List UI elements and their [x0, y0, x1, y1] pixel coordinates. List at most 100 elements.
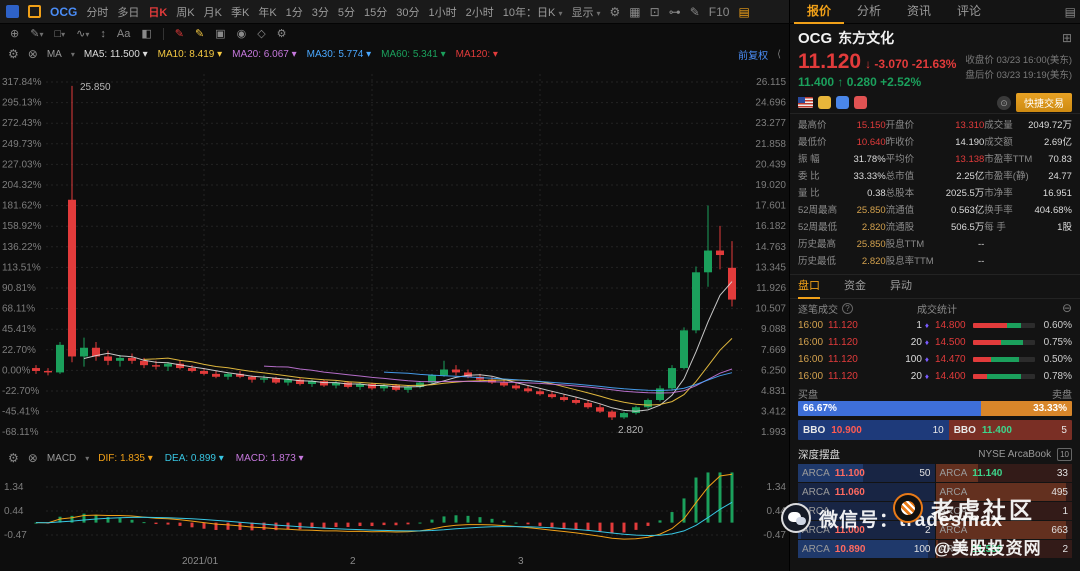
- tab-comments[interactable]: 评论: [957, 3, 982, 18]
- macd-values: DIF: 1.835 ▾ DEA: 0.899 ▾ MACD: 1.873 ▾: [98, 453, 303, 464]
- quick-trade-button[interactable]: 快捷交易: [1016, 93, 1072, 112]
- period-tab[interactable]: 季K: [230, 6, 250, 19]
- tick-trade-row: 16:00 11.120 20 ♦: [798, 337, 929, 348]
- stat-cell: 历史最低 2.820: [798, 256, 886, 267]
- gold-badge-icon: [818, 96, 831, 109]
- stat-cell: 总市值 2.25亿: [885, 171, 985, 182]
- red-pencil-icon[interactable]: ✎: [174, 27, 184, 40]
- pencil-icon[interactable]: ✎: [689, 4, 700, 19]
- period-tab[interactable]: 5分: [337, 6, 356, 19]
- session-toggle-icon[interactable]: ⊙: [997, 95, 1011, 110]
- svg-text:19.020: 19.020: [755, 180, 786, 191]
- svg-text:181.62%: 181.62%: [2, 201, 42, 212]
- period-tab[interactable]: 30分: [396, 6, 420, 19]
- indicator-group-label[interactable]: MA: [46, 48, 62, 60]
- tab-analysis[interactable]: 分析: [857, 3, 882, 18]
- list-icon[interactable]: ▤: [1064, 4, 1076, 19]
- tab-news[interactable]: 资讯: [907, 3, 932, 18]
- yellow-marker-icon[interactable]: ✎: [194, 27, 205, 40]
- eye-icon[interactable]: ◉: [236, 27, 247, 40]
- trade-stat-row: 14.470 0.50%: [935, 354, 1072, 365]
- period-tab[interactable]: 1小时: [428, 6, 457, 19]
- grid-icon[interactable]: ▦: [629, 4, 641, 19]
- magnet-icon[interactable]: ◇: [257, 27, 266, 40]
- detail-icon[interactable]: ⊞: [1061, 31, 1072, 45]
- tick-trade-row: 16:00 11.120 20 ♦: [798, 371, 929, 382]
- comment-icon[interactable]: ◧: [141, 27, 152, 40]
- link-icon[interactable]: ⊶: [668, 4, 681, 19]
- depth-level-selector[interactable]: 10: [1057, 447, 1072, 461]
- period-tab[interactable]: 月K: [203, 6, 222, 19]
- help-icon[interactable]: ?: [842, 302, 853, 314]
- trade-headers: 逐笔成交 ? 成交统计 ⊖: [790, 299, 1080, 317]
- period-tab[interactable]: 日K: [148, 6, 168, 19]
- indicator-value[interactable]: MA10: 8.419 ▾: [157, 48, 223, 60]
- ticker-label[interactable]: OCG: [50, 4, 78, 19]
- indicator-value[interactable]: MA5: 11.500 ▾: [83, 48, 148, 60]
- main-chart[interactable]: 317.84% 26.115 295.13% 24.696 272.43% 23.277 2…: [0, 64, 789, 449]
- svg-text:249.73%: 249.73%: [2, 139, 42, 150]
- period-tab[interactable]: 2小时: [465, 6, 494, 19]
- depth-row[interactable]: ARCA 11.000 2 ARCA 663: [798, 521, 1072, 539]
- depth-source-select[interactable]: NYSE ArcaBook: [978, 448, 1052, 460]
- indicator-value[interactable]: DIF: 1.835 ▾: [98, 452, 153, 464]
- indicator-close-icon[interactable]: ⊗: [27, 47, 38, 61]
- period-tab[interactable]: 多日: [117, 6, 140, 19]
- toolbar-left: OCG 分时 多日 日K 周K 月K 季K 年K 1分 3分 5分 15分 30分 1小时 2小时 10年…: [0, 0, 789, 23]
- indicator-value[interactable]: MA60: 5.341 ▾: [381, 48, 446, 60]
- svg-text:16.182: 16.182: [755, 221, 786, 232]
- depth-row[interactable]: ARCA 10.890 100 ARCA 11.530 2: [798, 540, 1072, 558]
- indicator-value[interactable]: MACD: 1.873 ▾: [235, 452, 304, 464]
- macd-group-label[interactable]: MACD: [46, 452, 77, 464]
- macd-chart[interactable]: 1.34 1.34 0.44 0.44 -0.47 -0.47: [0, 467, 789, 555]
- tool-settings-icon[interactable]: ⚙: [276, 27, 287, 40]
- time-axis-label: 3: [518, 556, 524, 567]
- collapse-panel-icon[interactable]: ⟨: [777, 48, 781, 60]
- period-tab[interactable]: 15分: [364, 6, 388, 19]
- flip-icon[interactable]: ↕: [100, 27, 106, 40]
- indicator-value[interactable]: MA30: 5.774 ▾: [306, 48, 372, 60]
- draw-line-icon[interactable]: ✎▾: [30, 27, 44, 40]
- drawing-toolbar: ⊕ ✎▾ □▾ ∿▾ ↕ Aa ◧ ✎ ✎ ▣ ◉ ◇ ⚙: [0, 24, 789, 44]
- indicator-value[interactable]: DEA: 0.899 ▾: [164, 452, 224, 464]
- indicator-gear-icon[interactable]: ⚙: [8, 47, 19, 61]
- f10-button[interactable]: F10: [708, 4, 730, 19]
- eraser-icon[interactable]: ▣: [215, 27, 226, 40]
- screenshot-icon[interactable]: ⊡: [649, 4, 660, 19]
- svg-text:-45.41%: -45.41%: [2, 407, 39, 418]
- period-tab[interactable]: 3分: [311, 6, 329, 19]
- indicator-value[interactable]: MA20: 6.067 ▾: [232, 48, 297, 60]
- svg-text:158.92%: 158.92%: [2, 221, 42, 232]
- period-tab[interactable]: 周K: [176, 6, 195, 19]
- stock-name: 东方文化: [838, 30, 895, 46]
- orange-doc-icon[interactable]: ▤: [738, 4, 750, 19]
- collapse-section-icon[interactable]: ⊖: [1061, 301, 1072, 315]
- range-selector[interactable]: 10年：日K ▾: [502, 6, 563, 19]
- depth-row[interactable]: ARCA 11.060 ARCA 495: [798, 483, 1072, 501]
- svg-text:21.858: 21.858: [755, 139, 786, 150]
- stat-cell: 成交额 2.69亿: [984, 137, 1072, 148]
- macd-gear-icon[interactable]: ⚙: [8, 451, 19, 465]
- period-tab[interactable]: 分时: [86, 6, 109, 19]
- period-tab[interactable]: 年K: [258, 6, 277, 19]
- move-icon[interactable]: ⊕: [10, 27, 20, 40]
- macd-close-icon[interactable]: ⊗: [27, 451, 38, 465]
- indicator-row: ⚙ ⊗ MA ▾ MA5: 11.500 ▾ MA10: 8.419 ▾ MA20:…: [0, 44, 789, 64]
- depth-row[interactable]: ARCA ARCA 1: [798, 502, 1072, 520]
- shapes-icon[interactable]: □▾: [54, 27, 66, 40]
- stat-cell: 股息TTM --: [885, 239, 985, 250]
- indicator-value[interactable]: MA120: ▾: [455, 48, 498, 60]
- wave-icon[interactable]: ∿▾: [76, 27, 90, 40]
- tab-funds[interactable]: 资金: [844, 279, 866, 292]
- text-icon[interactable]: Aa: [116, 27, 131, 40]
- panel-tabs: 报价 分析 资讯 评论 ▤: [789, 0, 1080, 24]
- window-grid-icon[interactable]: [28, 5, 41, 18]
- forward-adjust-button[interactable]: 前复权: [738, 50, 769, 62]
- tab-order-book[interactable]: 盘口: [798, 275, 820, 299]
- depth-row[interactable]: ARCA 11.100 50 ARCA 11.140 33: [798, 464, 1072, 482]
- period-tab[interactable]: 1分: [285, 6, 303, 19]
- tab-quote[interactable]: 报价: [794, 0, 845, 24]
- display-menu[interactable]: 显示 ▾: [571, 6, 601, 19]
- tab-alerts[interactable]: 异动: [890, 279, 912, 292]
- gear-icon[interactable]: ⚙: [609, 4, 621, 19]
